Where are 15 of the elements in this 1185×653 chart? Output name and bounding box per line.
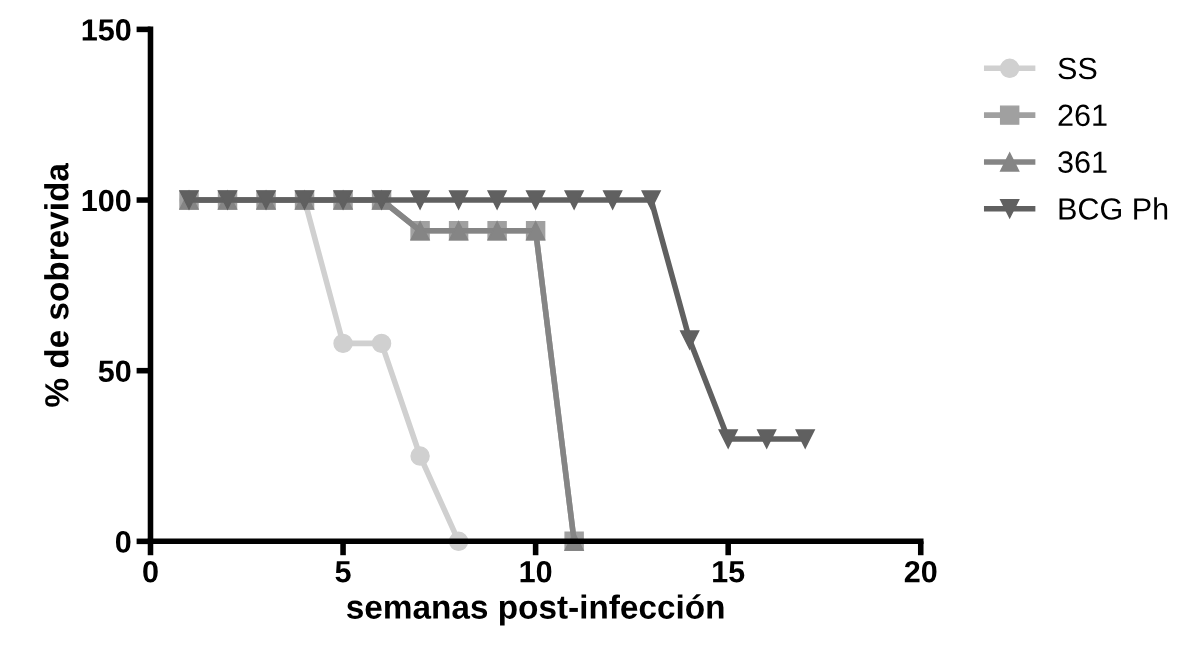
legend-label: 261 [1058, 104, 1107, 127]
y-tick-label: 50 [98, 360, 131, 383]
legend-label: BCG Ph [1059, 197, 1168, 220]
legend-label: SS [1058, 57, 1097, 80]
y-tick-label: 150 [82, 19, 131, 41]
x-tick-label: 15 [713, 561, 745, 583]
legend-label: 361 [1058, 151, 1107, 173]
y-tick-label: 0 [115, 531, 131, 553]
x-tick-label: 0 [143, 560, 158, 583]
x-axis-title: semanas post-infección [346, 594, 724, 626]
x-tick-label: 5 [335, 561, 351, 583]
x-tick-label: 10 [520, 560, 552, 583]
y-axis-title: % de sobrevida [44, 162, 69, 407]
x-tick-label: 20 [904, 560, 937, 583]
y-tick-label: 100 [82, 189, 131, 212]
